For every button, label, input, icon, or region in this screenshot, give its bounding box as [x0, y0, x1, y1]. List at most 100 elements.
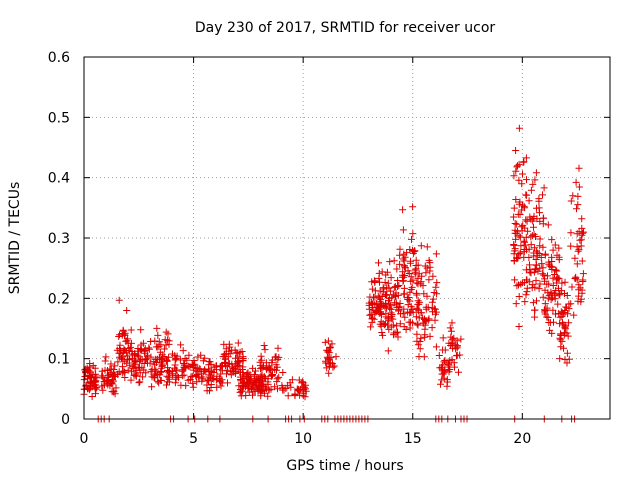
data-point: [561, 356, 569, 363]
data-point: [531, 244, 539, 252]
data-point: [515, 176, 523, 184]
data-point: [329, 360, 336, 368]
data-point: [387, 274, 395, 282]
data-point: [433, 279, 441, 287]
data-point: [423, 243, 431, 251]
data-point: [533, 297, 540, 305]
data-point: [153, 355, 161, 363]
data-point: [115, 296, 123, 304]
data-point: [550, 318, 557, 326]
data-point: [164, 330, 172, 338]
data-point: [205, 377, 212, 385]
data-point: [151, 361, 159, 369]
data-point: [222, 355, 230, 363]
data-point: [179, 366, 187, 374]
data-point: [274, 344, 282, 352]
data-point: [233, 362, 241, 370]
data-point: [102, 353, 110, 361]
data-point: [510, 213, 518, 221]
data-point: [519, 158, 527, 166]
data-point: [536, 209, 543, 217]
data-point: [391, 283, 399, 291]
data-point: [264, 378, 272, 386]
data-point: [221, 350, 229, 358]
data-point: [273, 363, 281, 371]
data-point: [532, 256, 540, 263]
data-point: [384, 347, 392, 355]
data-point: [415, 298, 423, 306]
data-point: [426, 267, 434, 275]
data-point: [379, 320, 387, 327]
data-point: [536, 217, 544, 225]
data-point: [256, 358, 264, 366]
data-point: [544, 221, 552, 229]
data-point: [519, 201, 526, 209]
data-point: [447, 333, 455, 341]
data-point: [324, 337, 332, 345]
data-point: [531, 306, 539, 314]
data-point: [541, 300, 549, 308]
data-point: [368, 298, 376, 306]
data-point: [428, 324, 436, 332]
data-point: [563, 349, 571, 357]
data-point: [121, 347, 129, 354]
data-point: [119, 356, 127, 364]
data-point: [414, 280, 422, 288]
data-point: [163, 336, 171, 344]
data-point: [537, 254, 545, 261]
data-point: [400, 257, 408, 265]
data-point: [295, 387, 303, 395]
data-point: [162, 328, 170, 336]
data-point: [408, 235, 415, 243]
data-point: [188, 372, 196, 380]
data-point: [421, 333, 429, 341]
data-point: [136, 369, 144, 377]
data-point: [523, 176, 530, 184]
data-point: [128, 368, 135, 376]
data-point: [414, 321, 422, 329]
data-point: [536, 235, 544, 243]
x-tick-label: 10: [294, 431, 312, 447]
data-point: [136, 364, 143, 372]
data-point: [220, 340, 228, 348]
data-point: [279, 386, 287, 394]
data-point: [523, 191, 531, 199]
data-point: [395, 306, 402, 314]
data-point: [446, 324, 454, 332]
data-point: [422, 317, 430, 325]
data-point: [435, 352, 443, 359]
data-point: [328, 340, 336, 348]
data-point: [406, 318, 414, 326]
data-point: [127, 376, 135, 384]
data-point: [390, 257, 398, 265]
data-point: [527, 186, 535, 194]
data-point: [536, 280, 544, 288]
data-point: [123, 307, 131, 314]
data-point: [385, 325, 393, 333]
data-point: [544, 314, 552, 321]
data-point: [103, 373, 111, 381]
data-point: [192, 364, 200, 372]
data-point: [164, 364, 172, 372]
data-point: [132, 370, 140, 378]
data-point: [448, 319, 456, 327]
data-point: [223, 370, 230, 378]
data-points: [80, 124, 587, 423]
data-point: [512, 196, 520, 203]
data-point: [431, 316, 439, 324]
data-point: [91, 378, 99, 386]
data-point: [206, 387, 213, 395]
data-point: [378, 329, 386, 336]
data-point: [547, 288, 555, 296]
data-point: [203, 381, 211, 389]
y-tick-label: 0.6: [48, 50, 70, 66]
data-point: [157, 364, 165, 372]
data-point: [399, 206, 407, 214]
data-point: [394, 328, 401, 336]
data-point: [516, 249, 524, 257]
data-point: [298, 378, 306, 386]
data-point: [414, 341, 422, 349]
data-point: [240, 373, 248, 381]
data-point: [532, 277, 540, 285]
data-point: [516, 211, 524, 218]
